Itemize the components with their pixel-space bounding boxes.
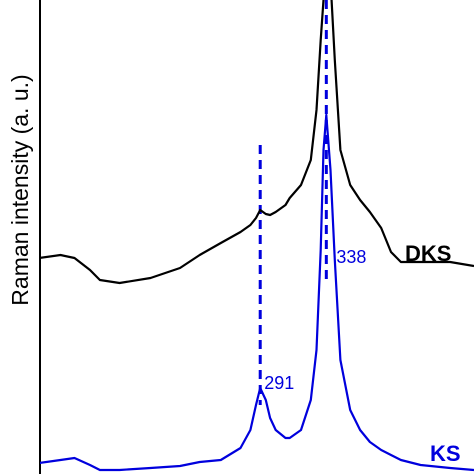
series-line [40, 0, 474, 285]
series-label: DKS [405, 241, 451, 266]
peak-label: 291 [264, 373, 294, 393]
series-label: KS [430, 441, 461, 466]
series-line [40, 113, 474, 472]
peak-label: 338 [336, 247, 366, 267]
y-axis-label: Raman intensity (a. u.) [7, 74, 33, 305]
